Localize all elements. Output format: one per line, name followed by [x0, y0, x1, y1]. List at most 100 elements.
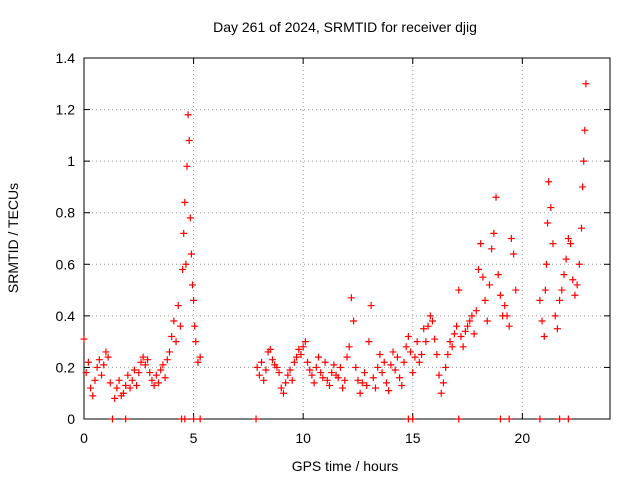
data-point: [387, 361, 395, 369]
data-point: [308, 371, 316, 379]
data-point: [98, 371, 106, 379]
data-point: [185, 137, 193, 145]
data-point: [122, 415, 130, 423]
data-point: [255, 371, 263, 379]
data-point: [304, 358, 312, 366]
data-point: [183, 162, 191, 170]
data-point: [319, 374, 327, 382]
data-point: [549, 240, 557, 248]
data-point: [433, 351, 441, 359]
data-point: [80, 335, 88, 343]
data-point: [558, 286, 566, 294]
data-point: [468, 312, 476, 320]
data-point: [141, 361, 149, 369]
data-point: [551, 312, 559, 320]
data-point: [321, 358, 329, 366]
data-point: [571, 291, 579, 299]
data-point: [196, 353, 204, 361]
data-point: [152, 371, 160, 379]
data-point: [174, 302, 182, 310]
data-point: [148, 376, 156, 384]
data-point: [455, 415, 463, 423]
data-point: [490, 229, 498, 237]
data-point: [181, 198, 189, 206]
data-point: [371, 384, 379, 392]
data-point: [536, 296, 544, 304]
data-point: [505, 415, 513, 423]
data-point: [424, 322, 432, 330]
data-point: [485, 281, 493, 289]
data-point: [104, 353, 112, 361]
data-point: [161, 374, 169, 382]
data-point: [409, 415, 417, 423]
data-point: [428, 317, 436, 325]
data-point: [540, 332, 548, 340]
data-point: [192, 338, 200, 346]
data-point: [369, 374, 377, 382]
data-point: [475, 265, 482, 273]
y-tick-label: 0.6: [56, 256, 76, 272]
data-point: [108, 415, 116, 423]
data-point: [393, 353, 401, 361]
data-point: [187, 250, 195, 258]
data-point: [420, 325, 428, 333]
data-point: [578, 224, 586, 232]
y-tick-label: 1.2: [56, 102, 76, 118]
data-point: [262, 366, 270, 374]
data-point: [464, 322, 472, 330]
data-point: [252, 415, 260, 423]
axis-ticks: 0 0.2 0.4 0.6 0.8 1 1.2 1.4 0 5 10 15 20: [56, 50, 610, 446]
data-point: [470, 330, 478, 338]
data-point: [354, 376, 362, 384]
x-tick-label: 15: [405, 430, 421, 446]
data-point: [336, 363, 344, 371]
data-point: [194, 358, 202, 366]
data-point: [367, 302, 375, 310]
y-tick-label: 0.8: [56, 205, 76, 221]
data-point: [347, 294, 355, 302]
data-point: [330, 361, 338, 369]
data-point: [181, 415, 189, 423]
data-point: [343, 353, 351, 361]
data-point: [111, 394, 119, 402]
data-point: [119, 389, 127, 397]
data-point: [290, 358, 298, 366]
data-point: [483, 317, 491, 325]
y-tick-label: 0.4: [56, 308, 76, 324]
data-point: [190, 296, 198, 304]
data-point: [453, 322, 461, 330]
data-point: [378, 369, 386, 377]
data-point: [472, 307, 480, 315]
data-point: [374, 363, 382, 371]
y-tick-label: 0.2: [56, 359, 76, 375]
data-point: [179, 265, 187, 273]
data-point: [545, 178, 553, 186]
data-point: [100, 361, 108, 369]
data-point: [301, 338, 309, 346]
data-point: [268, 356, 276, 364]
data-point: [579, 183, 587, 191]
data-point: [312, 363, 320, 371]
data-point: [411, 353, 419, 361]
data-point: [126, 384, 134, 392]
data-point: [356, 389, 364, 397]
data-point: [409, 369, 417, 377]
data-point: [564, 415, 572, 423]
data-point: [299, 343, 307, 351]
data-point: [184, 111, 192, 119]
data-point: [89, 392, 97, 400]
data-point: [339, 384, 347, 392]
data-point: [170, 317, 178, 325]
data-point: [352, 363, 360, 371]
data-point: [323, 376, 331, 384]
grid-lines: [84, 58, 610, 419]
data-point: [168, 332, 176, 340]
y-axis-label: SRMTID / TECUs: [5, 183, 21, 293]
data-point: [582, 80, 590, 88]
data-point: [288, 376, 296, 384]
data-point: [376, 351, 384, 359]
data-point: [503, 312, 511, 320]
data-point: [536, 415, 544, 423]
